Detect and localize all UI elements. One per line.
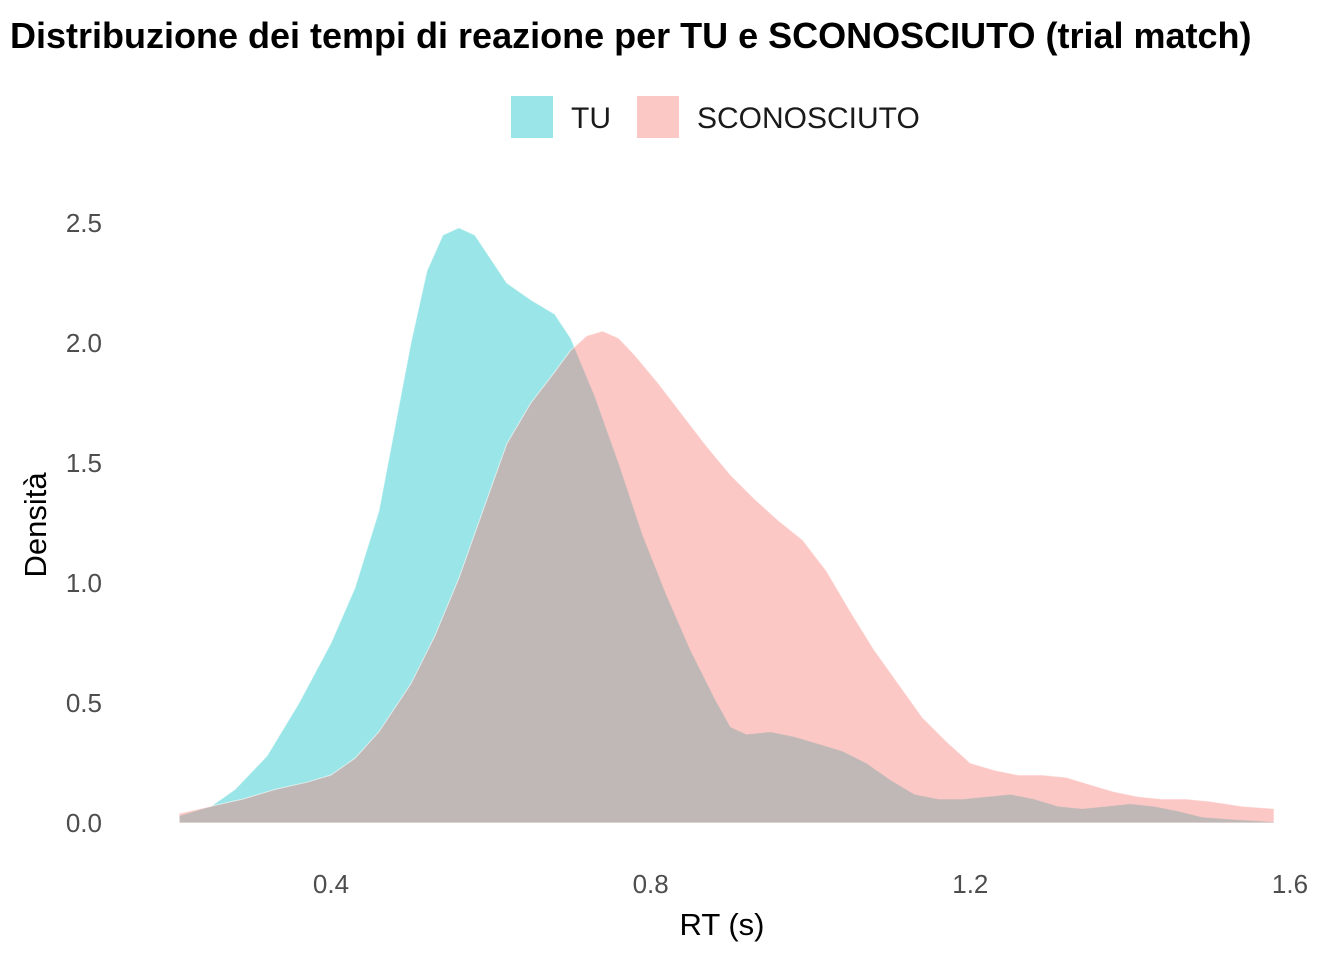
y-tick-label: 2.0 bbox=[66, 328, 102, 358]
y-tick-label: 0.0 bbox=[66, 808, 102, 838]
legend-swatch-sconosciuto bbox=[637, 96, 679, 138]
y-axis-title: Densità bbox=[18, 472, 53, 578]
y-tick-label: 1.0 bbox=[66, 568, 102, 598]
plot-area bbox=[178, 227, 1275, 824]
legend-label-sconosciuto: SCONOSCIUTO bbox=[697, 102, 920, 135]
y-tick-label: 2.5 bbox=[66, 208, 102, 238]
x-axis-ticks: 0.4 0.8 1.2 1.6 bbox=[313, 869, 1308, 899]
x-tick-label: 1.2 bbox=[952, 869, 988, 899]
density-area-sconosciuto bbox=[178, 330, 1275, 824]
legend-label-tu: TU bbox=[571, 102, 611, 135]
x-tick-label: 1.6 bbox=[1272, 869, 1308, 899]
y-tick-label: 0.5 bbox=[66, 688, 102, 718]
chart-title: Distribuzione dei tempi di reazione per … bbox=[10, 15, 1252, 56]
legend-swatch-tu bbox=[511, 96, 553, 138]
x-tick-label: 0.8 bbox=[633, 869, 669, 899]
density-area-tu bbox=[178, 227, 1275, 824]
x-tick-label: 0.4 bbox=[313, 869, 349, 899]
legend: TU SCONOSCIUTO bbox=[511, 96, 920, 138]
y-tick-label: 1.5 bbox=[66, 448, 102, 478]
x-axis-title: RT (s) bbox=[680, 907, 765, 942]
y-axis-ticks: 0.0 0.5 1.0 1.5 2.0 2.5 bbox=[66, 208, 102, 838]
